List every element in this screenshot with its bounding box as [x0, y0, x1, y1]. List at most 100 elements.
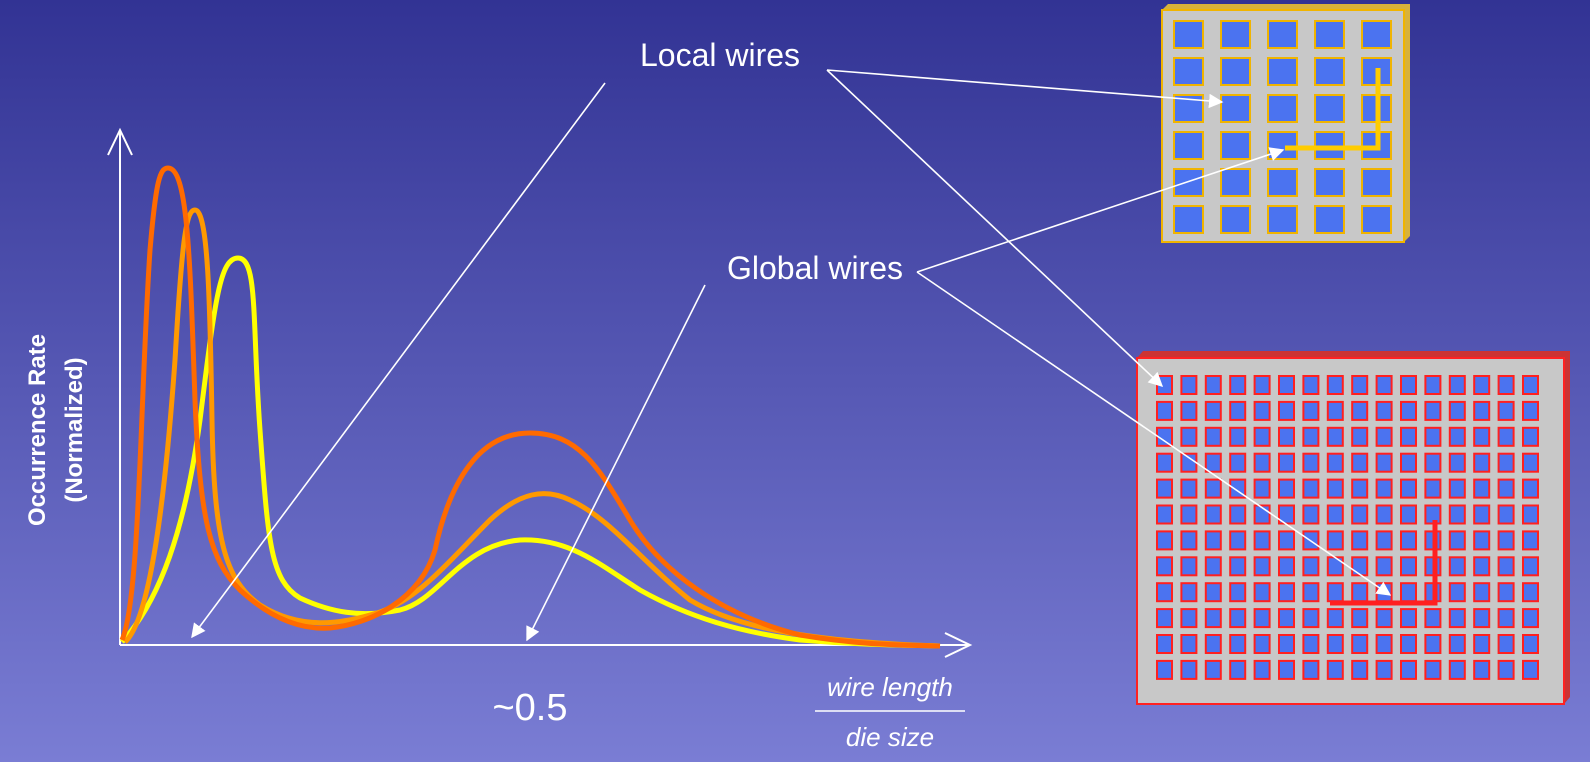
cell [1303, 609, 1318, 627]
cell [1181, 531, 1196, 549]
cell [1268, 21, 1297, 48]
cell [1157, 506, 1172, 524]
x-label-numerator: wire length [827, 672, 953, 702]
cell [1279, 402, 1294, 420]
cell [1255, 480, 1270, 498]
cell [1377, 506, 1392, 524]
cell [1255, 402, 1270, 420]
cell [1315, 169, 1344, 196]
cell [1401, 609, 1416, 627]
cell [1523, 428, 1538, 446]
cell [1174, 58, 1203, 85]
cell [1268, 206, 1297, 233]
cell [1174, 169, 1203, 196]
cell [1279, 531, 1294, 549]
cell [1315, 21, 1344, 48]
cell [1328, 583, 1343, 601]
cell [1352, 557, 1367, 575]
cell [1255, 454, 1270, 472]
cell [1450, 454, 1465, 472]
cell [1425, 609, 1440, 627]
cell [1157, 583, 1172, 601]
cell [1279, 609, 1294, 627]
cell [1474, 635, 1489, 653]
cell [1328, 428, 1343, 446]
cell [1499, 428, 1514, 446]
cell [1255, 428, 1270, 446]
cell [1377, 531, 1392, 549]
cell [1450, 428, 1465, 446]
cell [1352, 480, 1367, 498]
cell [1352, 531, 1367, 549]
cell [1377, 454, 1392, 472]
cell [1474, 454, 1489, 472]
cell [1206, 402, 1221, 420]
cell [1230, 402, 1245, 420]
x-marker: ~0.5 [492, 687, 567, 729]
cell [1157, 454, 1172, 472]
cell [1279, 428, 1294, 446]
cell [1328, 661, 1343, 679]
cell [1401, 583, 1416, 601]
cell [1230, 454, 1245, 472]
cell [1523, 661, 1538, 679]
cell [1279, 583, 1294, 601]
cell [1450, 661, 1465, 679]
cell [1206, 376, 1221, 394]
cell [1221, 132, 1250, 159]
cell [1401, 531, 1416, 549]
cell [1523, 609, 1538, 627]
cell [1401, 635, 1416, 653]
cell [1401, 428, 1416, 446]
cell [1303, 557, 1318, 575]
cell [1303, 402, 1318, 420]
cell [1230, 506, 1245, 524]
cell [1401, 480, 1416, 498]
cell [1206, 454, 1221, 472]
cell [1425, 402, 1440, 420]
cell [1181, 661, 1196, 679]
cell [1206, 609, 1221, 627]
cell [1377, 557, 1392, 575]
cell [1206, 635, 1221, 653]
y-label-line2: (Normalized) [61, 357, 88, 502]
cell [1230, 428, 1245, 446]
cell [1255, 635, 1270, 653]
cell [1499, 454, 1514, 472]
cell [1303, 661, 1318, 679]
cell [1221, 21, 1250, 48]
cell [1230, 635, 1245, 653]
cell [1474, 583, 1489, 601]
cell [1315, 95, 1344, 122]
cell [1230, 609, 1245, 627]
cell [1499, 376, 1514, 394]
cell [1523, 454, 1538, 472]
cell [1255, 557, 1270, 575]
cell [1450, 506, 1465, 524]
cell [1255, 583, 1270, 601]
cell [1499, 506, 1514, 524]
cell [1474, 480, 1489, 498]
cell [1377, 661, 1392, 679]
cell [1255, 609, 1270, 627]
cell [1499, 583, 1514, 601]
cell [1352, 506, 1367, 524]
cell [1450, 376, 1465, 394]
cell [1157, 376, 1172, 394]
cell [1352, 609, 1367, 627]
cell [1377, 583, 1392, 601]
cell [1328, 635, 1343, 653]
small-chip [1162, 4, 1410, 242]
cell [1157, 609, 1172, 627]
cell [1181, 609, 1196, 627]
cell [1474, 402, 1489, 420]
cell [1523, 480, 1538, 498]
cell [1221, 95, 1250, 122]
cell [1221, 206, 1250, 233]
cell [1230, 531, 1245, 549]
cell [1206, 557, 1221, 575]
cell [1181, 557, 1196, 575]
cell [1474, 609, 1489, 627]
cell [1328, 376, 1343, 394]
cell [1181, 376, 1196, 394]
